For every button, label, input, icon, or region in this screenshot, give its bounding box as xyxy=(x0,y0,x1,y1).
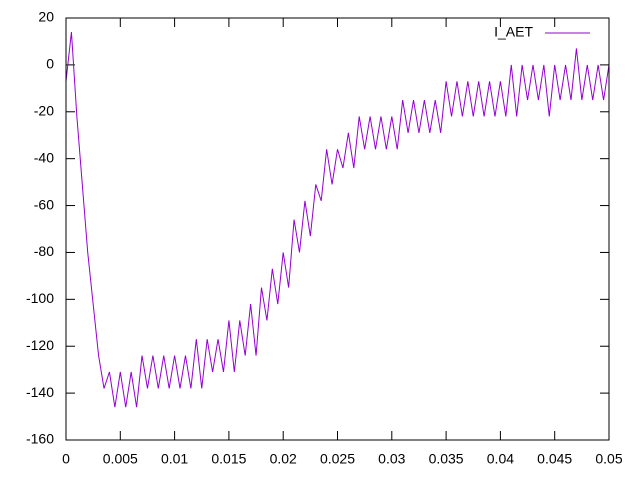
y-tick-label: 20 xyxy=(38,9,54,25)
y-tick-label: -80 xyxy=(34,243,54,259)
legend-label: I_AET xyxy=(494,24,533,40)
x-tick-label: 0.015 xyxy=(211,451,246,467)
y-tick-label: -120 xyxy=(26,337,54,353)
data-line xyxy=(65,32,610,408)
x-tick-label: 0.05 xyxy=(595,451,622,467)
plot-border xyxy=(65,17,610,441)
x-tick-label: 0.03 xyxy=(378,451,405,467)
y-tick-label: -140 xyxy=(26,384,54,400)
x-tick-label: 0.045 xyxy=(537,451,572,467)
y-tick-label: -160 xyxy=(26,431,54,447)
x-tick-label: 0.035 xyxy=(429,451,464,467)
y-tick-label: -60 xyxy=(34,196,54,212)
x-tick-label: 0.005 xyxy=(103,451,138,467)
x-tick-label: 0.02 xyxy=(270,451,297,467)
y-tick-label: 0 xyxy=(46,56,54,72)
y-tick-label: -20 xyxy=(34,102,54,118)
y-tick-label: -100 xyxy=(26,290,54,306)
x-tick-label: 0.01 xyxy=(161,451,188,467)
y-tick-label: -40 xyxy=(34,149,54,165)
x-tick-label: 0.04 xyxy=(487,451,514,467)
x-tick-label: 0 xyxy=(62,451,70,467)
x-tick-label: 0.025 xyxy=(320,451,355,467)
